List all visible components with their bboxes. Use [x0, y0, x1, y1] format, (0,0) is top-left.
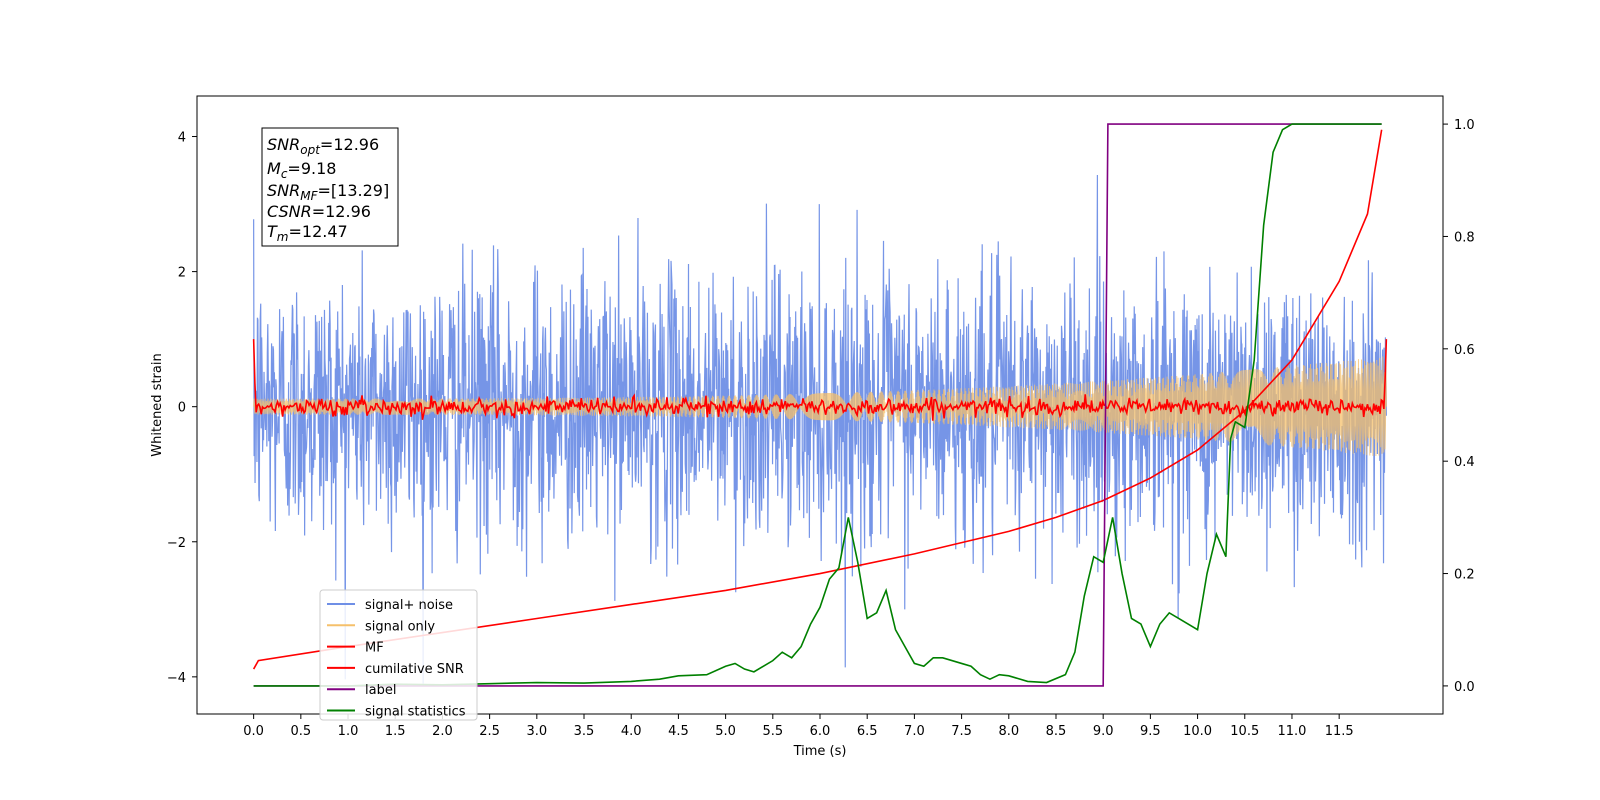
info-csnr: CSNR=12.96	[267, 202, 371, 221]
x-tick-label: 11.0	[1277, 724, 1306, 739]
x-tick-label: 11.5	[1325, 724, 1354, 739]
x-tick-label: 7.0	[904, 724, 925, 739]
y-tick-label: 0	[178, 401, 186, 416]
legend-label-mf: MF	[365, 641, 384, 656]
series-line-signal-only	[253, 356, 1387, 457]
x-tick-label: 1.5	[385, 724, 406, 739]
x-tick-label: 6.0	[810, 724, 831, 739]
info-snr-mf: SNRMF=[13.29]	[267, 181, 389, 203]
x-tick-label: 3.0	[526, 724, 547, 739]
x-tick-label: 0.5	[290, 724, 311, 739]
x-tick-label: 5.0	[715, 724, 736, 739]
axes: 0.0 0.5 1.0 1.5 2.0 2.5 3.0 3.5 4.0 4.5 5.0 5.5 6.0 6…	[167, 118, 1475, 739]
series-line-signal-statistics	[253, 123, 1382, 687]
x-tick-label: 7.5	[951, 724, 972, 739]
x-tick-label: 2.5	[479, 724, 500, 739]
y-tick-label: 4	[178, 131, 186, 146]
y-axis-label: Whitened strain	[150, 353, 165, 456]
y2-tick-label: 1.0	[1454, 118, 1475, 133]
y2-tick-label: 0.8	[1454, 230, 1475, 245]
x-tick-label: 6.5	[857, 724, 878, 739]
x-axis-label: Time (s)	[793, 744, 847, 759]
info-box: SNRopt=12.96 Mc=9.18 SNRMF=[13.29] CSNR=…	[261, 127, 399, 247]
x-tick-label: 5.5	[762, 724, 783, 739]
legend-label-signal-only: signal only	[365, 619, 435, 634]
y-tick-label: 2	[178, 266, 186, 281]
y2-tick-label: 0.6	[1454, 343, 1475, 358]
legend-label-cumilative-snr: cumilative SNR	[365, 662, 464, 677]
info-box-frame	[261, 127, 399, 247]
info-mc: Mc=9.18	[267, 159, 336, 181]
x-tick-label: 3.5	[574, 724, 595, 739]
x-tick-label: 2.0	[432, 724, 453, 739]
x-tick-label: 10.5	[1230, 724, 1259, 739]
y-tick-label: −4	[167, 671, 186, 686]
legend-label-label: label	[365, 683, 396, 698]
x-tick-label: 10.0	[1183, 724, 1212, 739]
x-tick-label: 0.0	[243, 724, 264, 739]
x-tick-label: 8.5	[1046, 724, 1067, 739]
y2-tick-label: 0.4	[1454, 455, 1475, 470]
x-tick-label: 1.0	[338, 724, 359, 739]
legend: signal+ noise signal only MF cumilative SNR…	[319, 589, 478, 721]
x-tick-label: 8.0	[998, 724, 1019, 739]
series-line-mf	[252, 339, 1388, 421]
y-tick-label: −2	[167, 536, 186, 551]
info-tm: Tm=12.47	[267, 222, 348, 244]
info-snr-opt: SNRopt=12.96	[267, 135, 379, 157]
series-line-signal-noise	[253, 175, 1387, 684]
legend-label-signal-statistics: signal statistics	[365, 705, 466, 720]
series-line-label	[253, 123, 1382, 687]
x-tick-label: 4.0	[621, 724, 642, 739]
y2-tick-label: 0.2	[1454, 568, 1475, 583]
legend-label-signal-noise: signal+ noise	[365, 598, 453, 613]
legend-frame	[319, 589, 478, 721]
x-tick-label: 9.0	[1093, 724, 1114, 739]
x-tick-label: 9.5	[1140, 724, 1161, 739]
x-tick-label: 4.5	[668, 724, 689, 739]
y2-tick-label: 0.0	[1454, 680, 1475, 695]
